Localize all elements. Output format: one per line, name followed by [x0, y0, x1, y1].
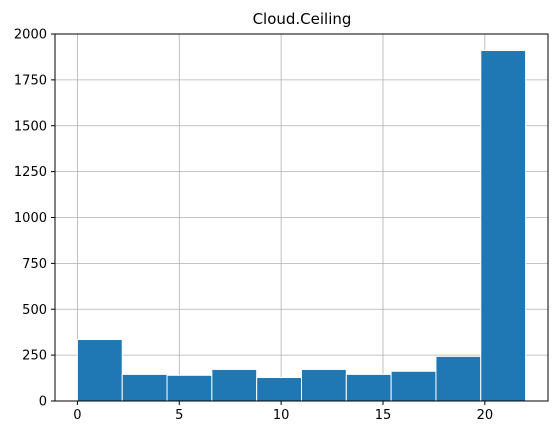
x-tick-label: 20 — [477, 408, 494, 423]
y-tick-label: 1750 — [14, 73, 47, 88]
y-tick-label: 1500 — [14, 119, 47, 134]
histogram-bar — [345, 373, 392, 402]
histogram-bar — [480, 50, 527, 402]
x-tick-label: 0 — [73, 408, 81, 423]
bars — [76, 50, 527, 402]
histogram-bar — [435, 355, 482, 402]
y-tick-label: 750 — [22, 257, 47, 272]
histogram-bar — [390, 370, 437, 402]
grid-lines — [55, 33, 548, 402]
y-tick-label: 0 — [39, 395, 47, 410]
y-tick-label: 1250 — [14, 165, 47, 180]
x-tick-label: 10 — [273, 408, 290, 423]
y-tick-label: 500 — [22, 303, 47, 318]
histogram-bar — [301, 368, 347, 402]
histogram-bar — [211, 368, 258, 402]
x-tick-label: 5 — [175, 408, 183, 423]
histogram-bar — [76, 339, 123, 402]
y-tick-label: 1000 — [14, 211, 47, 226]
histogram-bar — [256, 377, 303, 402]
histogram-bar — [121, 373, 168, 402]
y-tick-label: 2000 — [14, 28, 47, 43]
axis-ticks: 0 5 10 15 20 0 250 500 750 1000 1250 1500 1750 2000 — [14, 28, 493, 424]
chart-title: Cloud.Ceiling — [253, 10, 352, 28]
x-tick-label: 15 — [375, 408, 392, 423]
y-tick-label: 250 — [22, 349, 47, 364]
histogram-bar — [166, 374, 213, 402]
